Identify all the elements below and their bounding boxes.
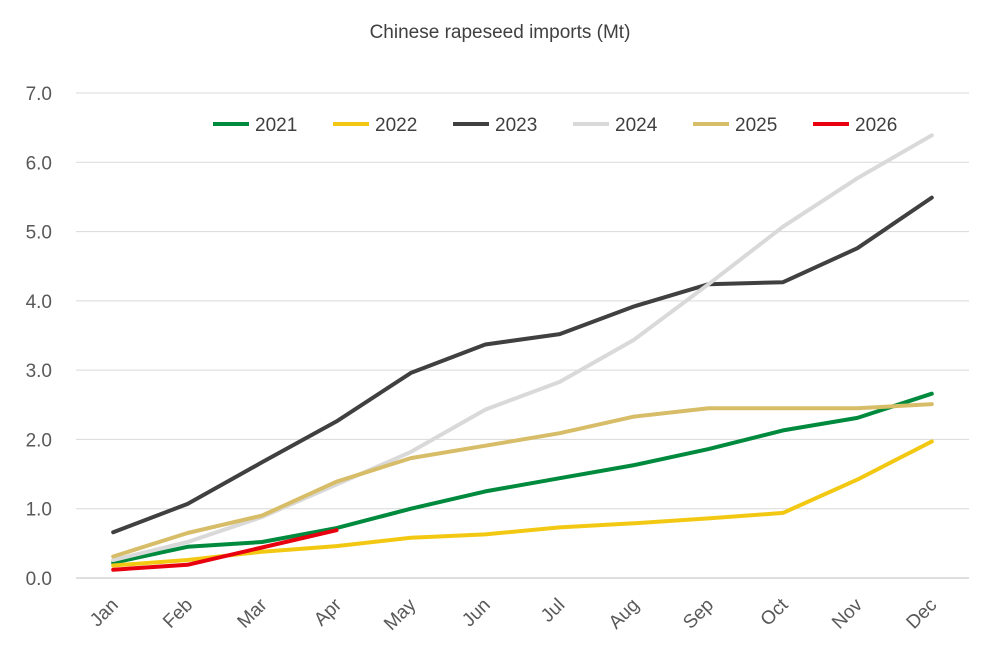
legend: 2021 2022 2023 2024 2025 2026	[213, 115, 897, 136]
legend-label-2024: 2024	[615, 115, 658, 136]
series-line-2023	[111, 195, 934, 535]
y-tick-label: 7.0	[26, 84, 52, 105]
y-tick-label: 5.0	[26, 223, 52, 244]
legend-label-2023: 2023	[495, 115, 537, 136]
x-tick-label: Jan	[86, 595, 123, 632]
x-tick-label: Dec	[903, 595, 942, 634]
series-line-2026	[111, 528, 339, 572]
legend-label-2025: 2025	[735, 115, 777, 136]
y-axis-ticks: 0.0 1.0 2.0 3.0 4.0 5.0 6.0 7.0	[26, 84, 52, 590]
x-tick-label: Nov	[828, 594, 867, 633]
x-tick-label: Jun	[458, 595, 495, 632]
series-line-2021	[111, 391, 934, 565]
legend-label-2022: 2022	[375, 115, 417, 136]
y-tick-label: 1.0	[26, 500, 52, 521]
y-tick-label: 6.0	[26, 153, 52, 174]
series-lines	[111, 133, 934, 572]
x-tick-label: Jul	[537, 595, 569, 627]
y-tick-label: 3.0	[26, 361, 52, 382]
chart-title: Chinese rapeseed imports (Mt)	[370, 22, 631, 43]
gridlines	[76, 92, 969, 579]
legend-label-2026: 2026	[855, 115, 897, 136]
x-tick-label: Aug	[605, 595, 644, 634]
x-axis-ticks: Jan Feb Mar Apr May Jun Jul Aug Sep Oct Nov Dec	[86, 594, 941, 635]
series-line-2022	[111, 439, 934, 568]
x-tick-label: Oct	[757, 594, 793, 630]
series-line-2024	[111, 133, 934, 562]
y-tick-label: 2.0	[26, 430, 52, 451]
x-tick-label: May	[380, 594, 421, 635]
x-tick-label: Mar	[234, 594, 272, 632]
x-tick-label: Feb	[159, 595, 197, 633]
x-tick-label: Sep	[679, 595, 718, 634]
x-tick-label: Apr	[310, 594, 346, 630]
legend-label-2021: 2021	[255, 115, 297, 136]
y-tick-label: 0.0	[26, 569, 52, 590]
series-line-2025	[111, 402, 934, 559]
y-tick-label: 4.0	[26, 292, 52, 313]
